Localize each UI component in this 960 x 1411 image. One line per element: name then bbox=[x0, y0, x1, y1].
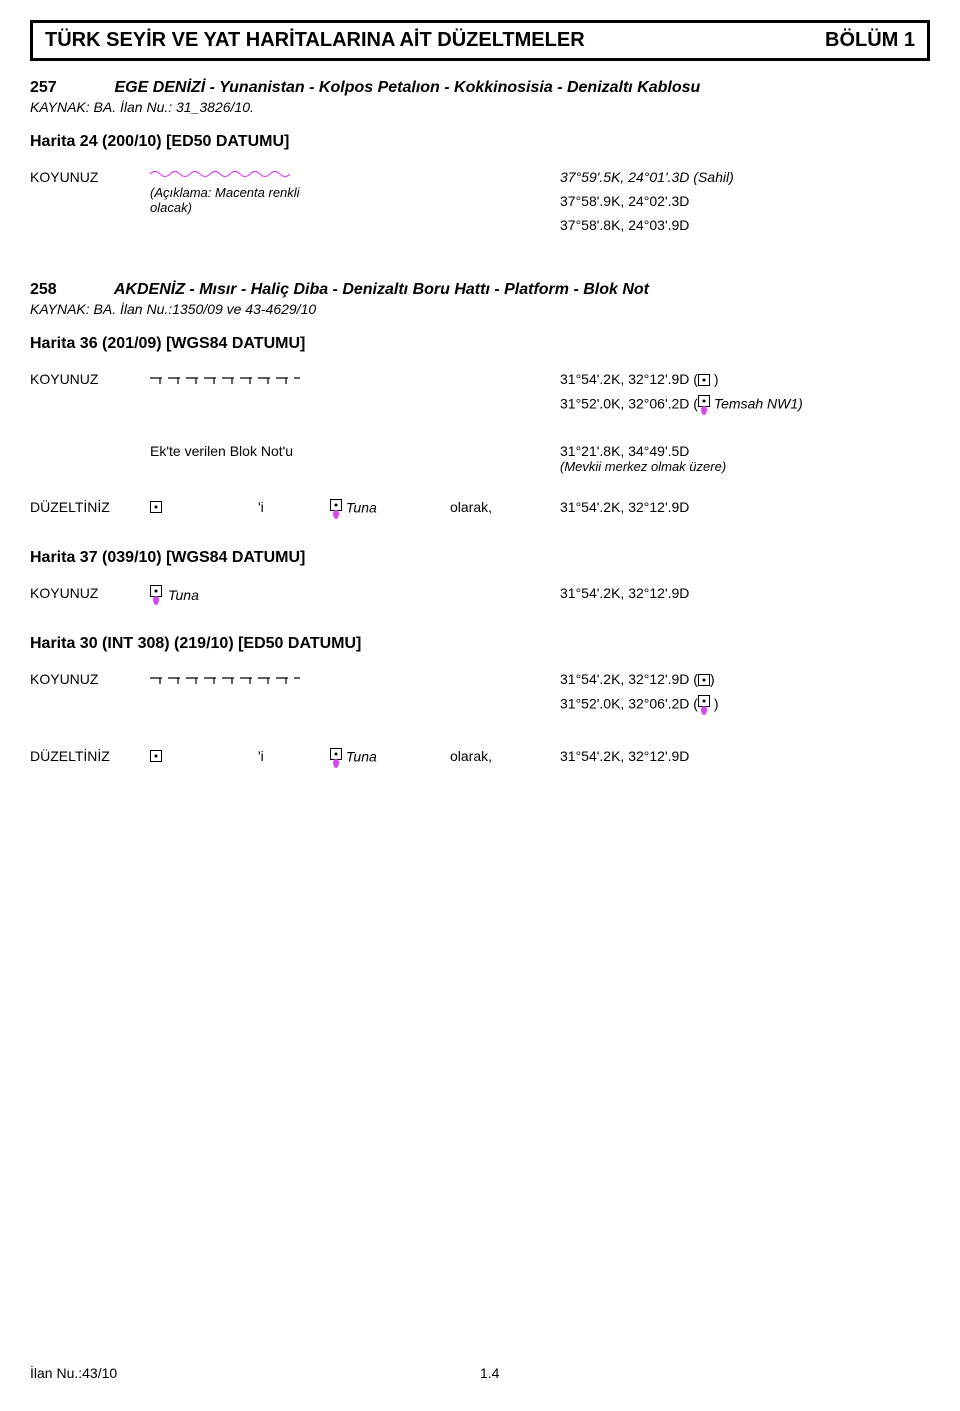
coord-value: 37°59'.5K, 24°01'.3D (Sahil) bbox=[560, 169, 930, 185]
symbol-explain: (Açıklama: Macenta renkli olacak) bbox=[150, 185, 330, 215]
section-label: BÖLÜM 1 bbox=[825, 29, 915, 52]
action-label: DÜZELTİNİZ bbox=[30, 748, 150, 764]
flare-platform-icon bbox=[698, 695, 710, 715]
notice-258: 258 AKDENİZ - Mısır - Haliç Diba - Deniz… bbox=[30, 281, 930, 768]
notice-title: AKDENİZ - Mısır - Haliç Diba - Denizaltı… bbox=[114, 281, 649, 298]
blocknote-label: Ek'te verilen Blok Not'u bbox=[150, 443, 560, 459]
blocknote-row: Ek'te verilen Blok Not'u 31°21'.8K, 34°4… bbox=[30, 443, 930, 474]
pipeline-symbol bbox=[150, 371, 330, 385]
coord-value: 31°54'.2K, 32°12'.9D () bbox=[560, 671, 930, 687]
action-label: KOYUNUZ bbox=[30, 671, 150, 687]
coord-value: 31°54'.2K, 32°12'.9D bbox=[560, 499, 930, 515]
pipeline-icon bbox=[150, 671, 300, 685]
notice-257: 257 EGE DENİZİ - Yunanistan - Kolpos Pet… bbox=[30, 79, 930, 241]
insert-row: KOYUNUZ bbox=[30, 671, 930, 723]
notice-title: EGE DENİZİ - Yunanistan - Kolpos Petalıo… bbox=[114, 79, 700, 96]
flare-platform-icon bbox=[330, 499, 342, 519]
wavy-line-icon bbox=[150, 169, 290, 179]
footer-issue: İlan Nu.:43/10 bbox=[30, 1365, 480, 1381]
coord-value: 31°54'.2K, 32°12'.9D bbox=[560, 748, 930, 764]
notice-header: 258 AKDENİZ - Mısır - Haliç Diba - Deniz… bbox=[30, 281, 930, 299]
notice-number: 258 bbox=[30, 281, 110, 299]
notice-number: 257 bbox=[30, 79, 110, 97]
as-label: olarak, bbox=[450, 748, 560, 764]
symbol-to: Tuna bbox=[330, 748, 450, 768]
flare-platform-icon bbox=[698, 395, 710, 415]
amend-row: DÜZELTİNİZ 'i Tuna olarak, 31°54'.2K, 32… bbox=[30, 748, 930, 768]
platform-icon bbox=[150, 501, 162, 513]
chart-heading: Harita 36 (201/09) [WGS84 DATUMU] bbox=[30, 335, 930, 353]
coord-value: 37°58'.8K, 24°03'.9D bbox=[560, 217, 930, 233]
coord-value: 31°52'.0K, 32°06'.2D ( ) bbox=[560, 695, 930, 715]
coords-col: 31°54'.2K, 32°12'.9D ( ) 31°52'.0K, 32°0… bbox=[560, 371, 930, 423]
flare-platform-icon bbox=[330, 748, 342, 768]
title-bar: TÜRK SEYİR VE YAT HARİTALARINA AİT DÜZEL… bbox=[30, 20, 930, 61]
action-label: KOYUNUZ bbox=[30, 585, 150, 601]
notice-header: 257 EGE DENİZİ - Yunanistan - Kolpos Pet… bbox=[30, 79, 930, 97]
action-label: KOYUNUZ bbox=[30, 169, 150, 185]
chart-heading: Harita 24 (200/10) [ED50 DATUMU] bbox=[30, 133, 930, 151]
page-title: TÜRK SEYİR VE YAT HARİTALARINA AİT DÜZEL… bbox=[45, 29, 585, 52]
action-label: KOYUNUZ bbox=[30, 371, 150, 387]
coord-value: 31°52'.0K, 32°06'.2D ( Temsah NW1) bbox=[560, 395, 930, 415]
symbol: Tuna bbox=[150, 585, 330, 605]
footer-page: 1.4 bbox=[480, 1365, 499, 1381]
source-line: KAYNAK: BA. İlan Nu.:1350/09 ve 43-4629/… bbox=[30, 301, 930, 317]
pipeline-symbol bbox=[150, 671, 330, 685]
as-label: olarak, bbox=[450, 499, 560, 515]
insert-row: KOYUNUZ bbox=[30, 371, 930, 423]
chart-heading: Harita 30 (INT 308) (219/10) [ED50 DATUM… bbox=[30, 635, 930, 653]
source-line: KAYNAK: BA. İlan Nu.: 31_3826/10. bbox=[30, 99, 930, 115]
pipeline-icon bbox=[150, 371, 300, 385]
blocknote-coord: 31°21'.8K, 34°49'.5D (Mevkii merkez olma… bbox=[560, 443, 930, 474]
platform-icon bbox=[698, 374, 710, 386]
platform-icon bbox=[698, 674, 710, 686]
coord-value: 31°54'.2K, 32°12'.9D bbox=[560, 585, 930, 601]
coords-col: 31°54'.2K, 32°12'.9D () 31°52'.0K, 32°06… bbox=[560, 671, 930, 723]
action-label: DÜZELTİNİZ bbox=[30, 499, 150, 515]
symbol-from: 'i bbox=[150, 499, 330, 515]
coord-value: 31°54'.2K, 32°12'.9D ( ) bbox=[560, 371, 930, 387]
amend-row: DÜZELTİNİZ 'i Tuna olarak, 31°54'.2K, 32… bbox=[30, 499, 930, 519]
chart-heading: Harita 37 (039/10) [WGS84 DATUMU] bbox=[30, 549, 930, 567]
symbol-from: 'i bbox=[150, 748, 330, 764]
insert-row: KOYUNUZ Tuna 31°54'.2K, 32°12'.9D bbox=[30, 585, 930, 605]
cable-symbol: (Açıklama: Macenta renkli olacak) bbox=[150, 169, 330, 215]
coord-value: 37°58'.9K, 24°02'.3D bbox=[560, 193, 930, 209]
insert-row: KOYUNUZ (Açıklama: Macenta renkli olacak… bbox=[30, 169, 930, 241]
coords-col: 37°59'.5K, 24°01'.3D (Sahil) 37°58'.9K, … bbox=[560, 169, 930, 241]
footer: İlan Nu.:43/10 1.4 bbox=[30, 1365, 930, 1381]
symbol-to: Tuna bbox=[330, 499, 450, 519]
platform-icon bbox=[150, 750, 162, 762]
flare-platform-icon bbox=[150, 585, 162, 605]
